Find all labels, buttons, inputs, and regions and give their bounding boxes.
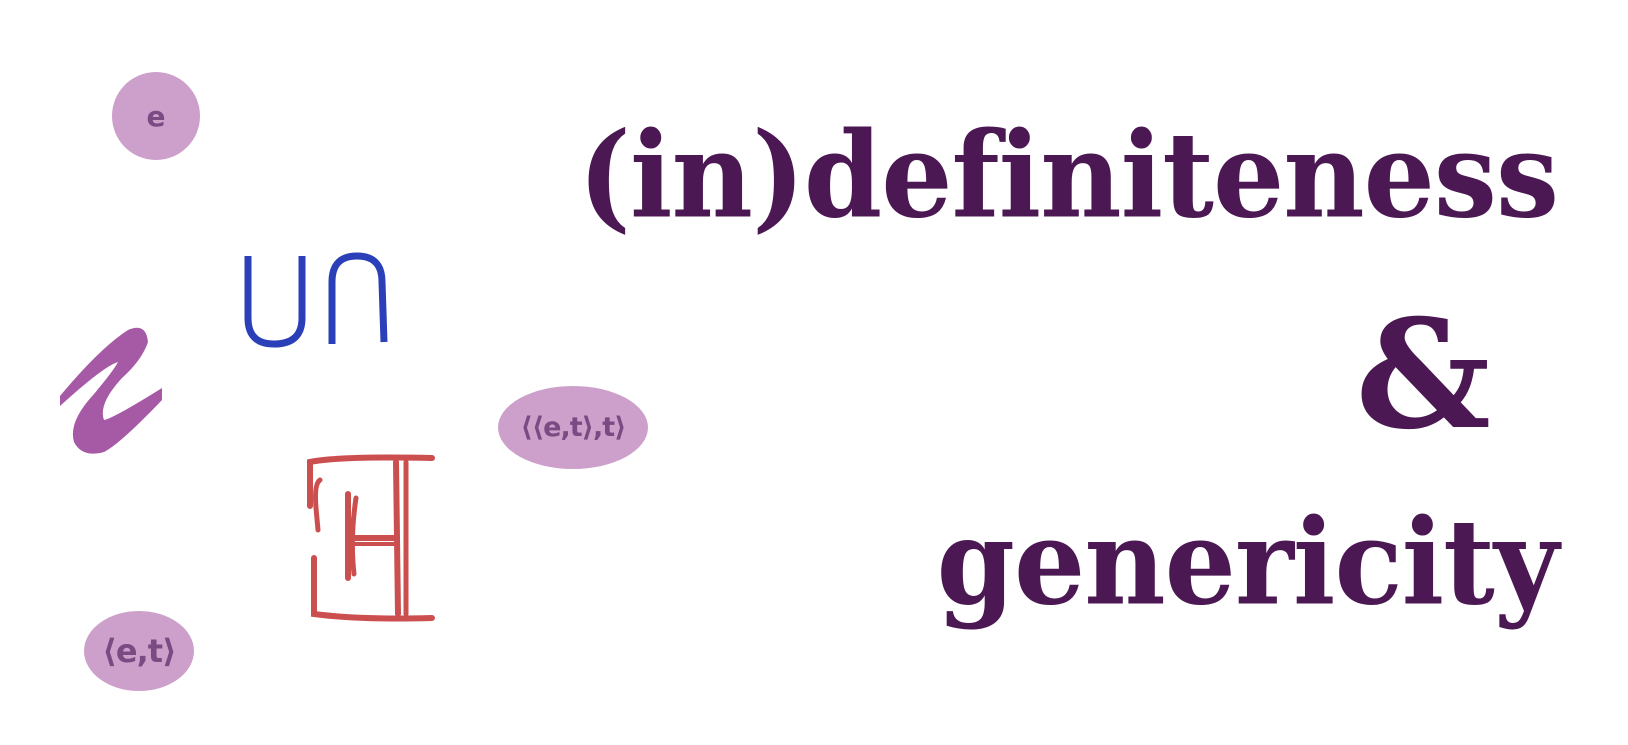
title-ampersand: & [1355, 287, 1491, 463]
predicate-type-bubble: ⟨e,t⟩ [84, 611, 194, 691]
union-intersection-icon [244, 252, 388, 348]
exists-quantifier-icon [307, 454, 435, 622]
title-line-definiteness: (in)definiteness [577, 107, 1559, 246]
title-line-genericity: genericity [936, 494, 1559, 633]
quantifier-type-bubble: ⟨⟨e,t⟩,t⟩ [498, 386, 648, 469]
entity-type-bubble: e [112, 72, 200, 160]
lambda-squiggle-icon [60, 327, 162, 454]
